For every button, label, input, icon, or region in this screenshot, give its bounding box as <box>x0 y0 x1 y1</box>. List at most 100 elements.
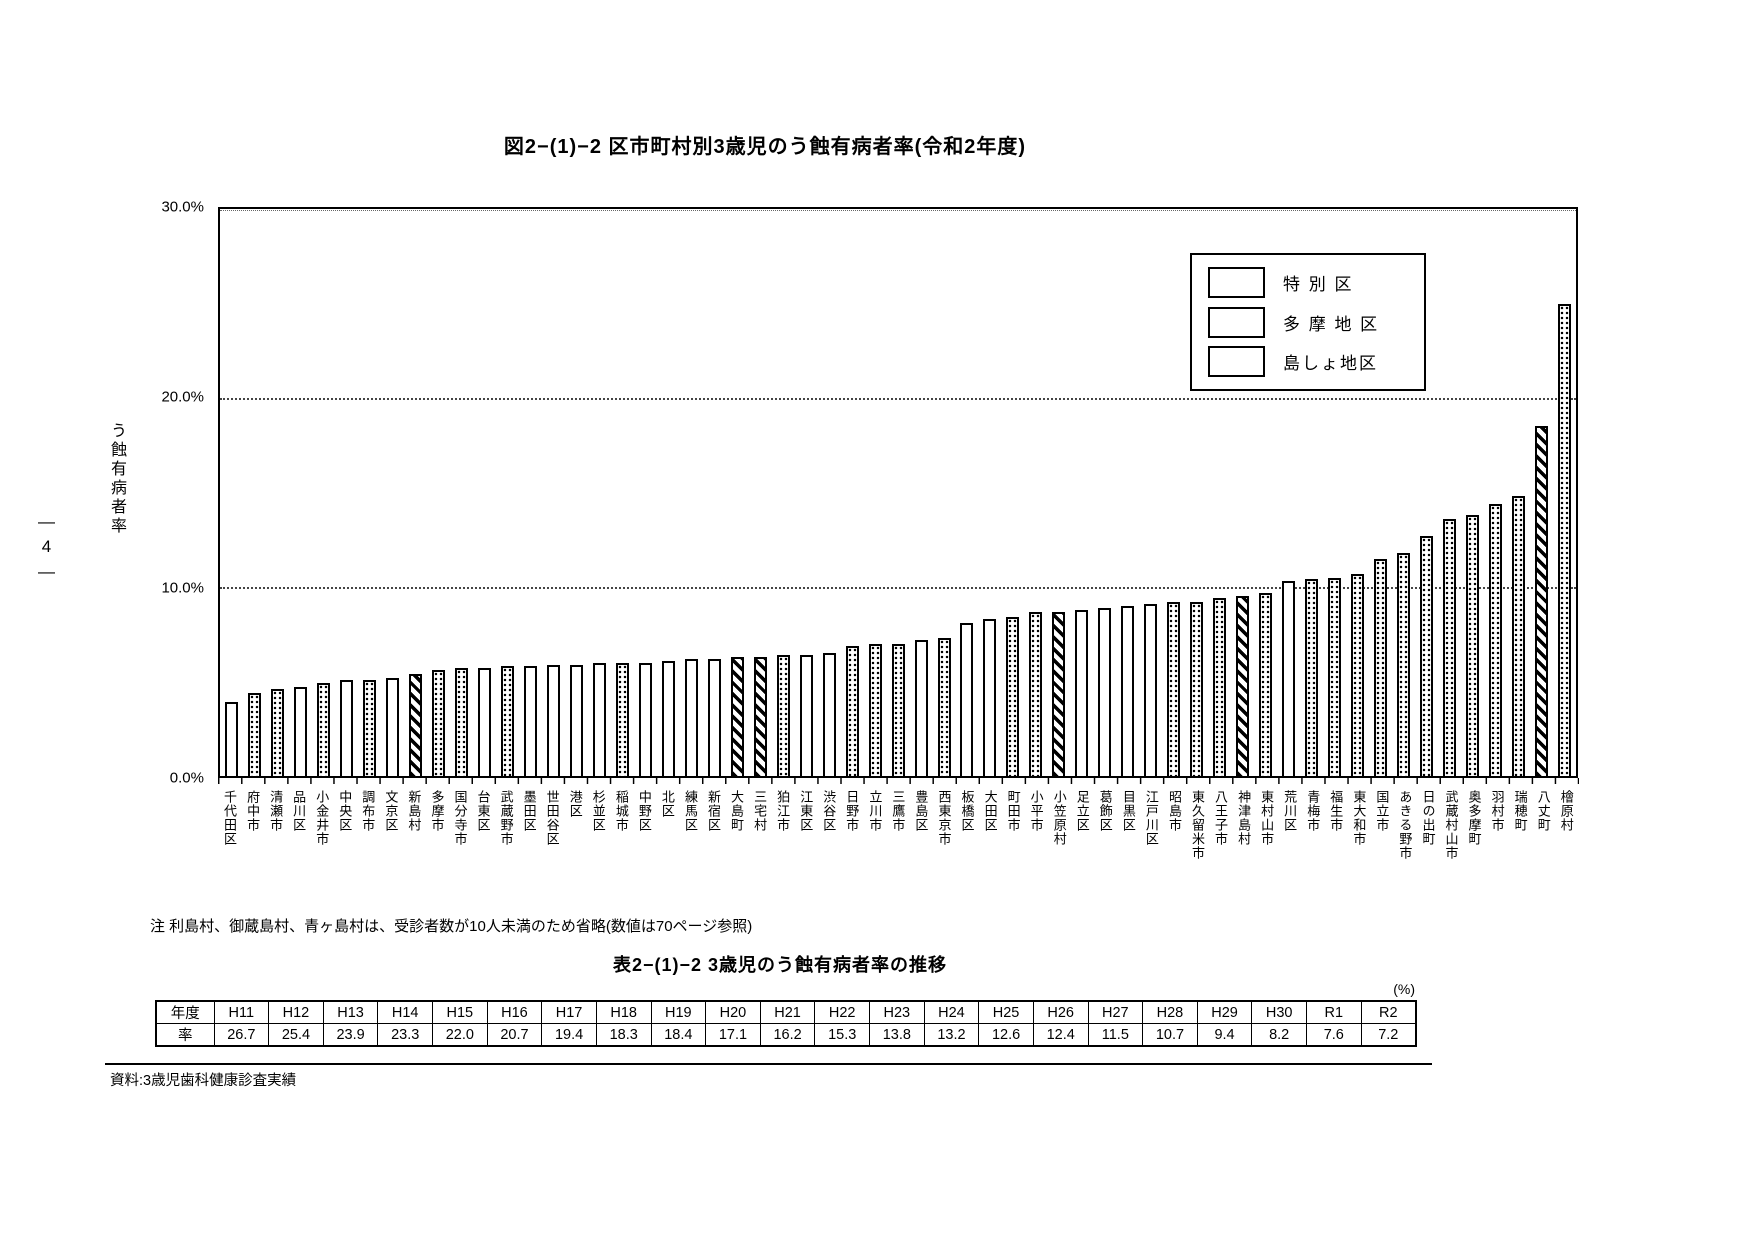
bar-cell <box>335 209 358 776</box>
rate-cell: 18.4 <box>650 1023 707 1047</box>
x-label: 昭島市 <box>1166 790 1182 832</box>
x-label: 杉並区 <box>590 790 606 832</box>
bar-墨田区 <box>523 666 537 776</box>
rate-row: 率 26.7 25.4 23.9 23.3 22.0 20.7 19.4 18.3 18.4 17.… <box>155 1023 1417 1047</box>
bar-府中市 <box>247 692 261 776</box>
year-cell: H28 <box>1142 1000 1198 1024</box>
bar-cell <box>864 209 887 776</box>
bar-日の出町 <box>1420 535 1434 776</box>
y-tick-label: 30.0% <box>161 198 204 216</box>
bar-cell <box>542 209 565 776</box>
bar-江戸川区 <box>1144 604 1158 776</box>
rate-cell: 26.7 <box>213 1023 270 1047</box>
plot-bars <box>220 209 1576 776</box>
x-label-cell: 清瀬市 <box>264 790 287 860</box>
legend-swatch-tama <box>1208 306 1265 338</box>
source-divider <box>105 1063 1432 1065</box>
x-label: 立川市 <box>867 790 883 832</box>
bar-cell <box>496 209 519 776</box>
bar-cell <box>1530 209 1553 776</box>
x-label-cell: 西東京市 <box>932 790 955 860</box>
rate-cell: 16.2 <box>759 1023 816 1047</box>
bar-cell <box>1139 209 1162 776</box>
bar-cell <box>1047 209 1070 776</box>
bar-中央区 <box>339 679 353 776</box>
bar-cell <box>841 209 864 776</box>
x-label: 北区 <box>659 790 675 818</box>
rate-cell: 7.6 <box>1306 1023 1362 1047</box>
year-cell: H19 <box>650 1000 707 1024</box>
year-cell: R2 <box>1360 1000 1417 1024</box>
bar-三宅村 <box>753 656 767 776</box>
bar-cell <box>1277 209 1300 776</box>
trend-table-body: 年度 H11 H12 H13 H14 H15 H16 H17 H18 H19 H20 H21 H22 H2… <box>155 1000 1417 1047</box>
bar-国立市 <box>1374 558 1388 776</box>
bar-青梅市 <box>1305 579 1319 776</box>
rate-cell: 25.4 <box>268 1023 324 1047</box>
bar-三鷹市 <box>891 643 905 776</box>
x-label-cell: 台東区 <box>472 790 495 860</box>
x-label-cell: 調布市 <box>356 790 379 860</box>
bar-cell <box>565 209 588 776</box>
x-label: 日野市 <box>844 790 860 832</box>
bar-練馬区 <box>684 658 698 776</box>
bar-大島町 <box>730 656 744 776</box>
bar-武蔵村山市 <box>1443 518 1457 776</box>
x-label: 大島町 <box>729 790 745 832</box>
bar-日野市 <box>845 645 859 776</box>
bar-cell <box>1070 209 1093 776</box>
x-label: 瑞穂町 <box>1512 790 1528 832</box>
x-label-cell: 青梅市 <box>1301 790 1324 860</box>
x-label-cell: 江東区 <box>794 790 817 860</box>
footnote: 注 利島村、御蔵島村、青ヶ島村は、受診者数が10人未満のため省略(数値は70ペー… <box>150 918 753 935</box>
year-cell: H15 <box>432 1000 488 1024</box>
x-label-cell: 小平市 <box>1025 790 1048 860</box>
x-label: 西東京市 <box>936 790 952 846</box>
x-label-cell: 八丈町 <box>1532 790 1555 860</box>
bar-cell <box>1231 209 1254 776</box>
x-label: 豊島区 <box>913 790 929 832</box>
x-label: 東村山市 <box>1259 790 1275 846</box>
rate-cell: 12.6 <box>978 1023 1034 1047</box>
x-label-cell: 国立市 <box>1370 790 1393 860</box>
x-label-cell: 小金井市 <box>310 790 333 860</box>
x-label: 三宅村 <box>752 790 768 832</box>
x-label-cell: 品川区 <box>287 790 310 860</box>
x-label: 江東区 <box>798 790 814 832</box>
bar-cell <box>1369 209 1392 776</box>
bar-cell <box>1392 209 1415 776</box>
bar-武蔵野市 <box>500 666 514 776</box>
year-cell: H13 <box>322 1000 379 1024</box>
legend-row: 島しょ地区 <box>1208 345 1424 377</box>
x-label: 日の出町 <box>1420 790 1436 846</box>
bar-八丈町 <box>1535 426 1549 776</box>
x-label-cell: 小笠原村 <box>1048 790 1071 860</box>
legend-row: 特 別 区 <box>1208 267 1424 299</box>
rate-cell: 9.4 <box>1196 1023 1253 1047</box>
bar-cell <box>887 209 910 776</box>
year-cell: H14 <box>377 1000 433 1024</box>
y-tick-label: 0.0% <box>169 769 204 787</box>
x-label: 荒川区 <box>1282 790 1298 832</box>
rate-row-header: 率 <box>155 1023 215 1047</box>
bar-小平市 <box>1029 611 1043 776</box>
x-label-cell: 世田谷区 <box>541 790 564 860</box>
x-label: 府中市 <box>245 790 261 832</box>
page-number: ―4― <box>37 512 56 587</box>
y-axis-ticks: 30.0% 20.0% 10.0% 0.0% <box>95 199 210 787</box>
x-label-cell: 千代田区 <box>218 790 241 860</box>
x-label-cell: 日野市 <box>840 790 863 860</box>
rate-cell: 20.7 <box>486 1023 543 1047</box>
x-label: 墨田区 <box>521 790 537 832</box>
x-label-cell: 江戸川区 <box>1140 790 1163 860</box>
rate-cell: 13.8 <box>869 1023 925 1047</box>
x-label: 武蔵野市 <box>498 790 514 846</box>
rate-cell: 19.4 <box>541 1023 597 1047</box>
x-label: 練馬区 <box>682 790 698 832</box>
x-label-cell: 文京区 <box>379 790 402 860</box>
bar-江東区 <box>799 655 813 776</box>
x-label-cell: 町田市 <box>1002 790 1025 860</box>
x-label-cell: 墨田区 <box>518 790 541 860</box>
x-label: 小平市 <box>1028 790 1044 832</box>
bar-町田市 <box>1006 617 1020 776</box>
